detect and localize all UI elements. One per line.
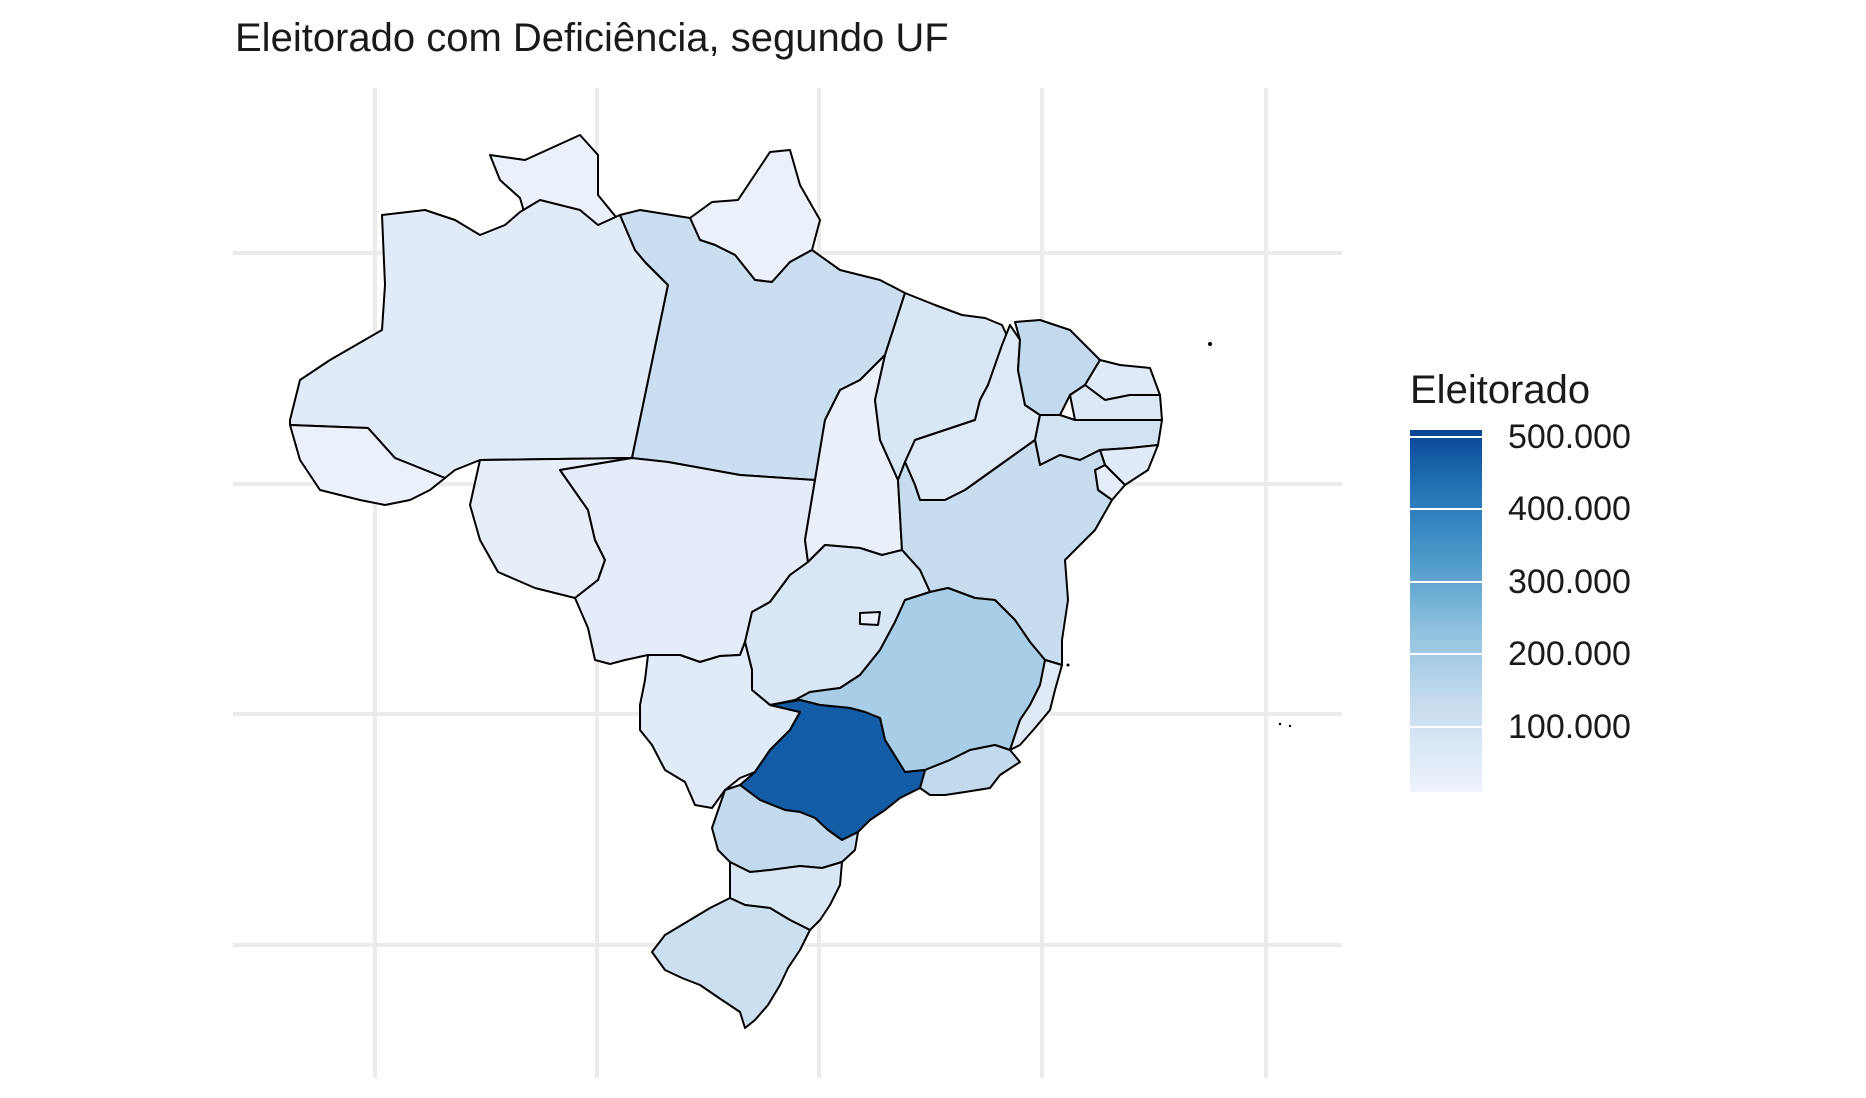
legend-tick-mark: [1410, 653, 1482, 656]
legend-tick-mark: [1410, 436, 1482, 438]
state-ES[interactable]: [1009, 659, 1063, 751]
legend-title: Eleitorado: [1410, 368, 1591, 412]
state-AC[interactable]: [289, 424, 446, 506]
legend-tick-label: 400.000: [1508, 490, 1631, 529]
legend-tick-label: 100.000: [1508, 707, 1631, 746]
legend-colorbar: [1410, 430, 1482, 792]
islands: [1066, 342, 1292, 728]
legend-tick-label: 200.000: [1508, 635, 1631, 674]
legend-tick-label: 300.000: [1508, 562, 1631, 601]
legend-tick-mark: [1410, 508, 1482, 511]
state-DF[interactable]: [859, 611, 881, 626]
color-legend: Eleitorado 500.000 400.000 300.000 200.000 1…: [1410, 368, 1710, 808]
legend-tick-label: 500.000: [1508, 418, 1631, 456]
state-SP[interactable]: [739, 699, 926, 841]
state-RS[interactable]: [651, 897, 811, 1029]
legend-tick-mark: [1410, 580, 1482, 583]
legend-tick-mark: [1410, 725, 1482, 728]
state-CE[interactable]: [1014, 319, 1101, 416]
map-title: Eleitorado com Deficiência, segundo UF: [235, 16, 949, 60]
state-RJ[interactable]: [919, 744, 1021, 796]
